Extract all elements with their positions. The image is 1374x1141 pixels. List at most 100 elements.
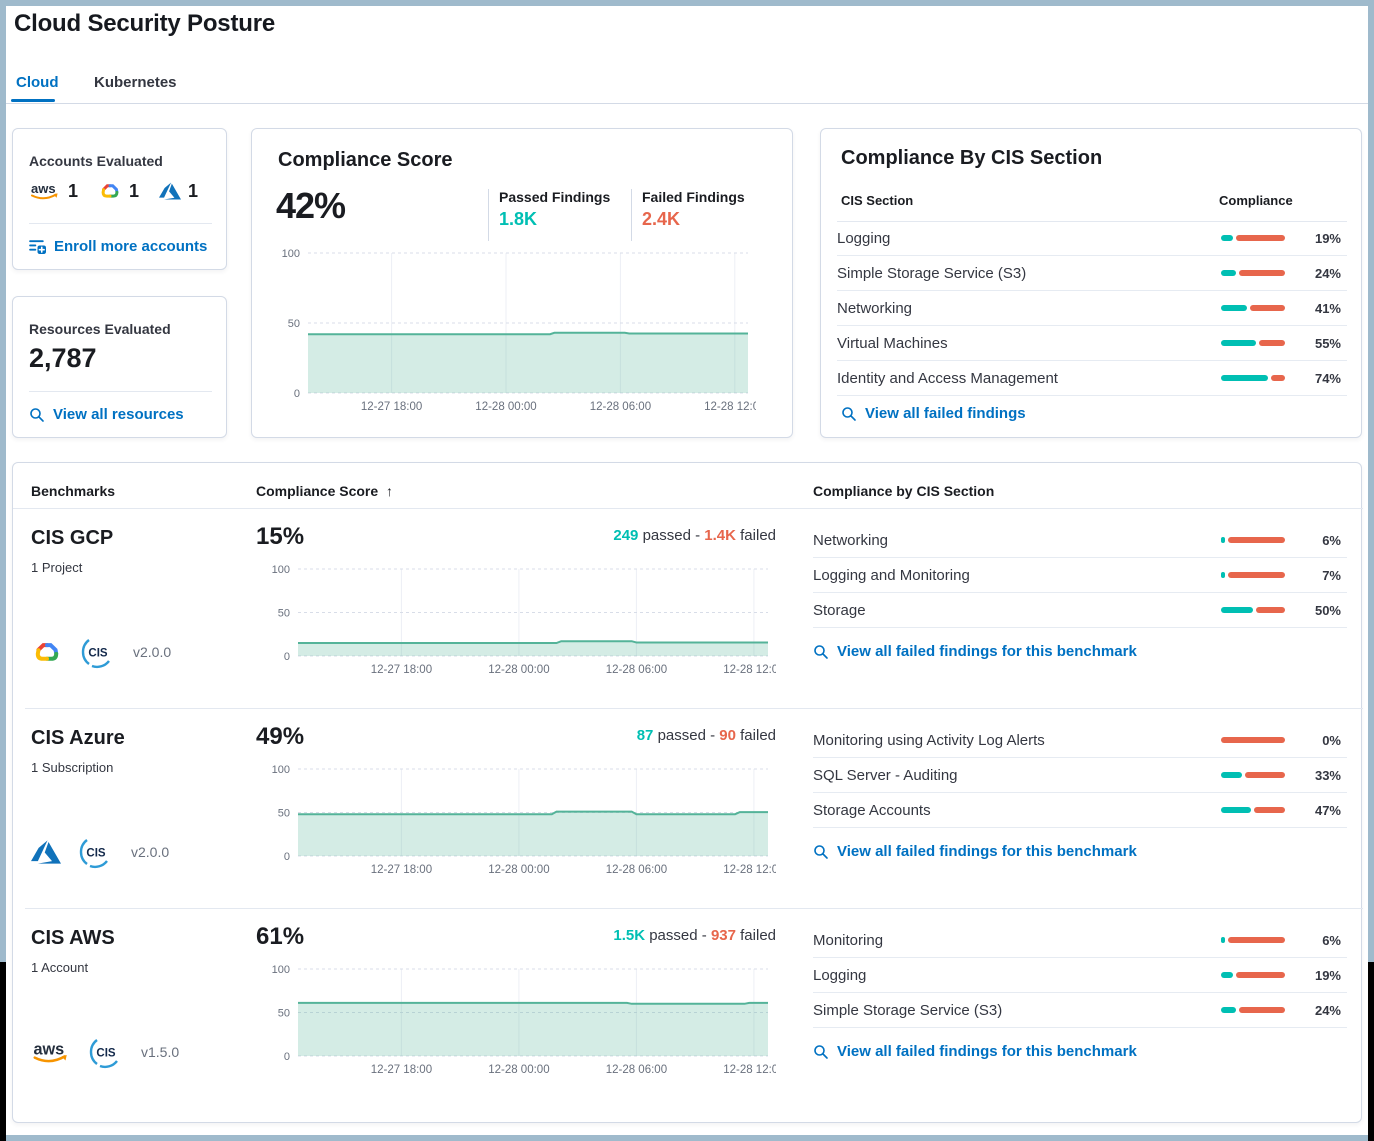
compliance-bar-passed-segment xyxy=(1221,937,1225,943)
compliance-percent: 7% xyxy=(1322,567,1341,583)
view-failed-findings-benchmark-link[interactable]: View all failed findings for this benchm… xyxy=(813,843,1137,860)
svg-text:50: 50 xyxy=(278,808,290,820)
passed-failed-summary: 1.5K passed - 937 failed xyxy=(613,927,776,944)
compliance-bar xyxy=(1221,937,1285,943)
cis-section-row: Networking 41% xyxy=(837,291,1347,326)
tab-cloud[interactable]: Cloud xyxy=(16,74,59,91)
cis-section-label: Simple Storage Service (S3) xyxy=(813,1001,1003,1019)
failed-findings-label: Failed Findings xyxy=(642,189,745,205)
compliance-bar-passed-segment xyxy=(1221,1007,1236,1013)
compliance-bar-passed-segment xyxy=(1221,235,1233,241)
benchmark-version: v2.0.0 xyxy=(131,844,170,860)
passed-count: 87 xyxy=(636,727,654,744)
cis-section-row: Storage Accounts 47% xyxy=(813,793,1347,828)
benchmark-name: CIS Azure xyxy=(31,727,125,749)
svg-text:12-28 00:00: 12-28 00:00 xyxy=(475,401,536,413)
compliance-bar-failed-segment xyxy=(1271,375,1285,381)
compliance-bar xyxy=(1221,737,1285,743)
compliance-score-title: Compliance Score xyxy=(278,149,453,171)
search-icon xyxy=(814,1044,828,1059)
failed-count: 90 xyxy=(719,727,736,744)
compliance-bar xyxy=(1221,537,1285,543)
svg-text:50: 50 xyxy=(278,1008,290,1020)
compliance-bar-failed-segment xyxy=(1250,305,1285,311)
svg-text:12-28 06:00: 12-28 06:00 xyxy=(606,1064,667,1076)
card-divider xyxy=(29,223,212,224)
cis-section-row: Monitoring 6% xyxy=(813,923,1347,958)
svg-text:12-28 12:00: 12-28 12:00 xyxy=(704,401,756,413)
benchmarks-column-header: Benchmarks xyxy=(31,483,116,499)
cis-logo-icon: CIS xyxy=(79,839,108,869)
cis-section-row: Logging 19% xyxy=(813,958,1347,993)
compliance-percent: 41% xyxy=(1314,300,1341,316)
view-failed-findings-benchmark-label: View all failed findings for this benchm… xyxy=(837,1043,1137,1060)
cis-section-label: Storage xyxy=(813,601,866,619)
svg-text:12-28 06:00: 12-28 06:00 xyxy=(606,864,667,876)
provider-counts: aws 1 1 1 xyxy=(29,179,198,203)
svg-text:100: 100 xyxy=(272,964,290,976)
benchmark-subtitle: 1 Project xyxy=(31,560,83,575)
compliance-bar xyxy=(1221,807,1285,813)
svg-text:12-27 18:00: 12-27 18:00 xyxy=(371,864,432,876)
view-all-resources-link[interactable]: View all resources xyxy=(29,406,184,423)
desktop-background-left xyxy=(0,962,6,1141)
passed-findings-kpi: Passed Findings 1.8K xyxy=(488,189,610,241)
compliance-percent: 19% xyxy=(1314,230,1341,246)
compliance-bar-failed-segment xyxy=(1239,270,1285,276)
compliance-percent: 24% xyxy=(1314,265,1341,281)
cis-section-row: Identity and Access Management 74% xyxy=(837,361,1347,396)
benchmark-trend-chart: 0 50 100 12-27 18:00 12-28 00:00 12-28 06:00 1… xyxy=(272,764,776,876)
cis-section-label: Networking xyxy=(837,299,913,317)
aws-icon: aws xyxy=(31,181,58,200)
search-icon xyxy=(842,406,856,421)
compliance-score-column-header[interactable]: Compliance Score ↑ xyxy=(256,483,393,499)
sort-ascending-arrow-icon: ↑ xyxy=(386,483,394,499)
cis-section-label: Logging xyxy=(837,229,891,247)
svg-text:0: 0 xyxy=(284,1051,290,1063)
view-failed-findings-benchmark-link[interactable]: View all failed findings for this benchm… xyxy=(813,643,1137,660)
compliance-bar xyxy=(1221,340,1285,346)
benchmark-section-list: Networking 6% Logging and Monitoring 7% Stor… xyxy=(813,523,1347,628)
accounts-evaluated-title: Accounts Evaluated xyxy=(29,153,163,169)
enroll-more-accounts-link[interactable]: Enroll more accounts xyxy=(29,238,207,255)
resources-evaluated-title: Resources Evaluated xyxy=(29,321,171,337)
benchmark-subtitle: 1 Account xyxy=(31,960,89,975)
benchmark-trend-chart: 0 50 100 12-27 18:00 12-28 00:00 12-28 06:00 1… xyxy=(272,964,776,1076)
cis-section-row: Virtual Machines 55% xyxy=(837,326,1347,361)
compliance-bar-passed-segment xyxy=(1221,572,1225,578)
resources-evaluated-card: Resources Evaluated 2,787 View all resou… xyxy=(12,296,227,438)
benchmark-score: 61% xyxy=(256,923,305,950)
svg-text:50: 50 xyxy=(288,318,300,330)
compliance-percent: 47% xyxy=(1314,802,1341,818)
svg-text:12-27 18:00: 12-27 18:00 xyxy=(371,664,432,676)
tabs-divider xyxy=(0,103,1374,104)
compliance-percent: 74% xyxy=(1314,370,1341,386)
search-icon xyxy=(814,844,828,859)
cis-section-label: Identity and Access Management xyxy=(837,369,1058,387)
compliance-percent: 19% xyxy=(1314,967,1341,983)
svg-text:0: 0 xyxy=(284,851,290,863)
compliance-score-card: Compliance Score 42% Passed Findings 1.8… xyxy=(251,128,793,438)
cis-section-row: Simple Storage Service (S3) 24% xyxy=(837,256,1347,291)
cis-section-list: Logging 19% Simple Storage Service (S3) 24%… xyxy=(837,221,1347,396)
compliance-bar-failed-segment xyxy=(1221,737,1285,743)
page-title: Cloud Security Posture xyxy=(14,10,275,37)
view-all-failed-findings-link[interactable]: View all failed findings xyxy=(841,405,1026,422)
view-failed-findings-benchmark-link[interactable]: View all failed findings for this benchm… xyxy=(813,1043,1137,1060)
compliance-bar xyxy=(1221,1007,1285,1013)
search-icon xyxy=(30,407,44,422)
search-icon xyxy=(814,644,828,659)
azure-icon xyxy=(159,182,182,200)
compliance-bar-passed-segment xyxy=(1221,972,1233,978)
cis-section-row: Simple Storage Service (S3) 24% xyxy=(813,993,1347,1028)
svg-text:50: 50 xyxy=(278,608,290,620)
tab-kubernetes[interactable]: Kubernetes xyxy=(94,74,177,91)
resources-evaluated-count: 2,787 xyxy=(29,343,97,373)
aws-account-count: aws 1 xyxy=(31,180,79,201)
compliance-bar xyxy=(1221,375,1285,381)
compliance-bar-failed-segment xyxy=(1236,972,1285,978)
svg-text:0: 0 xyxy=(284,651,290,663)
passed-failed-summary: 87 passed - 90 failed xyxy=(636,727,776,744)
header-divider xyxy=(13,508,1363,509)
benchmark-version: v1.5.0 xyxy=(141,1044,180,1060)
